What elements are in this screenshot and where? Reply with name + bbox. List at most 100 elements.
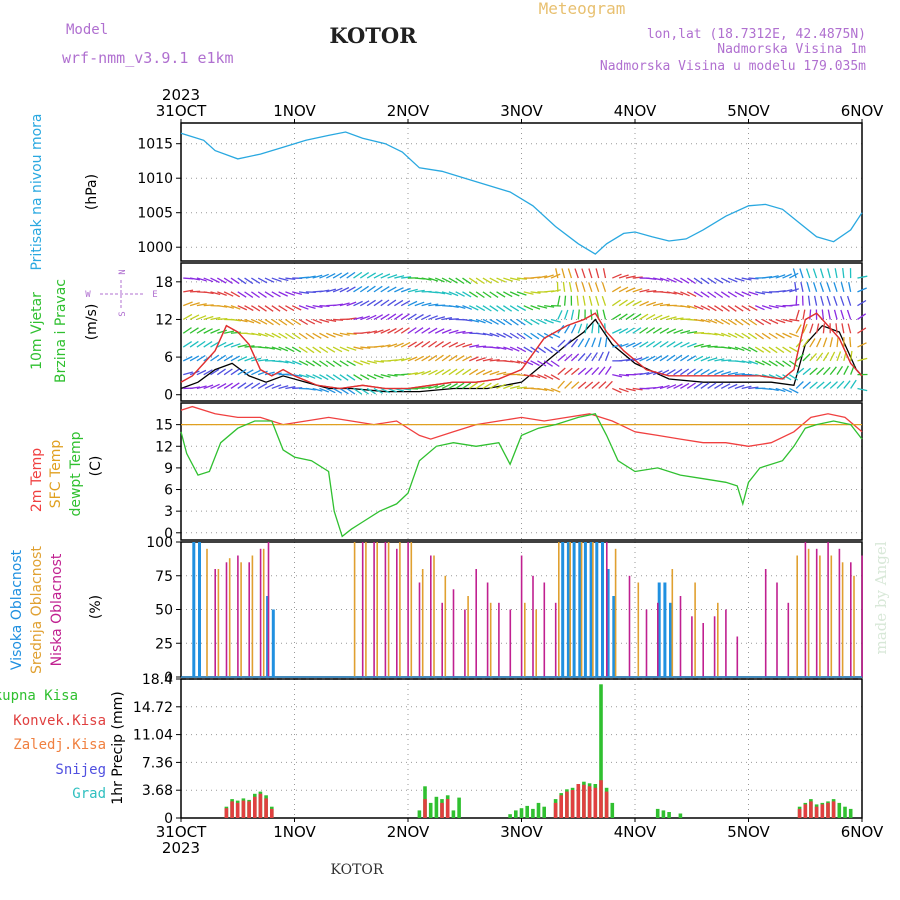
wind-arrow — [857, 342, 867, 348]
wind-arrow — [244, 277, 254, 285]
wind-arrow — [639, 356, 649, 362]
wind-arrow — [271, 305, 281, 312]
precip-total-bar — [451, 810, 456, 818]
wind-arrow — [567, 268, 573, 279]
cloud-low-bar — [452, 589, 455, 678]
wind-arrow — [557, 339, 566, 348]
wind-arrow — [462, 305, 473, 310]
wind-arrow — [400, 341, 411, 348]
wind-arrow — [693, 382, 703, 389]
wind-arrow — [741, 360, 752, 364]
wind-arrow — [435, 316, 446, 321]
wind-arrow — [339, 346, 350, 352]
wind-arrow — [857, 327, 867, 334]
wind-arrow — [496, 346, 507, 350]
wind-arrow — [482, 318, 493, 325]
wind-arrow — [298, 291, 310, 295]
wind-arrow — [230, 368, 240, 376]
wind-arrow — [339, 374, 349, 381]
wind-arrow — [346, 332, 357, 335]
wind-arrow — [604, 366, 612, 376]
wind-arrow — [441, 328, 452, 334]
wind-arrow — [414, 371, 425, 376]
wind-arrow — [645, 340, 656, 348]
wind-arrow — [312, 274, 323, 279]
y-tick-label: 6 — [164, 483, 173, 499]
wind-arrow — [809, 309, 812, 320]
wind-arrow — [813, 295, 818, 306]
wind-arrow — [223, 305, 234, 309]
wind-arrow — [666, 354, 676, 362]
wind-arrow — [353, 387, 363, 395]
wind-arrow — [693, 277, 703, 285]
wind-arrow — [244, 291, 254, 298]
wind-arrow — [707, 291, 717, 299]
wind-arrow — [639, 327, 649, 334]
compass-n: N — [118, 269, 128, 274]
wind-arrow — [305, 387, 316, 391]
cloud-low-bar — [736, 636, 739, 677]
wind-arrow — [291, 360, 302, 366]
wind-arrow — [509, 346, 520, 352]
wind-arrow — [291, 305, 302, 311]
y-tick-label: 11.04 — [133, 728, 173, 744]
wind-arrow — [305, 275, 316, 279]
wind-arrow — [264, 371, 275, 376]
wind-arrow — [768, 360, 778, 367]
wind-arrow — [782, 374, 792, 381]
precip-total-bar — [667, 812, 671, 818]
cloud-high-bar — [271, 609, 275, 677]
wind-arrow — [516, 277, 527, 280]
wind-arrow — [595, 295, 600, 306]
cloud-low-bar — [861, 555, 863, 677]
wind-arrow — [625, 313, 635, 320]
cloud-mid-bar — [592, 542, 594, 677]
wind-arrow — [434, 354, 444, 362]
wind-arrow — [523, 360, 534, 366]
wind-arrow — [792, 268, 797, 279]
wind-arrow — [257, 370, 268, 376]
top-time-label: 2NOV — [387, 102, 430, 120]
cloud-low-bar — [838, 548, 841, 678]
wind-arrow — [570, 323, 577, 334]
wind-arrow — [196, 369, 207, 376]
wind-arrow — [555, 268, 559, 279]
wind-arrow — [598, 351, 604, 362]
wind-arrow — [802, 309, 806, 320]
wind-arrow — [353, 360, 363, 366]
wind-arrow — [278, 277, 289, 282]
wind-arrow — [707, 277, 717, 285]
wind-arrow — [673, 317, 684, 321]
wind-arrow — [748, 360, 759, 365]
wind-arrow — [203, 315, 214, 321]
cloud-mid-bar — [694, 582, 696, 677]
y-tick-label: 18.4 — [142, 672, 173, 688]
wind-arrow — [285, 318, 295, 326]
wind-arrow — [714, 318, 724, 325]
wind-arrow — [251, 318, 261, 325]
wind-arrow — [693, 368, 703, 376]
y-tick-label: 25 — [155, 636, 173, 652]
wind-arrow — [394, 313, 403, 320]
wind-arrow — [278, 332, 288, 339]
wind-arrow — [720, 291, 730, 298]
wind-arrow — [360, 331, 371, 334]
wind-arrow — [285, 360, 296, 365]
wind-arrow — [448, 305, 459, 309]
precip-total-bar — [610, 802, 615, 818]
wind-unit: (m/s) — [84, 304, 100, 341]
wind-arrow — [625, 342, 636, 348]
wind-arrow — [353, 285, 363, 293]
wind-arrow — [189, 327, 199, 334]
wind-arrow — [183, 371, 194, 376]
wind-arrow — [543, 374, 554, 380]
wind-arrow — [653, 385, 664, 390]
wind-arrow — [182, 341, 193, 348]
wind-arrow — [789, 346, 799, 353]
cloud-high-bar — [606, 569, 610, 677]
precip-total-bar — [848, 808, 853, 818]
wind-arrow — [734, 346, 745, 352]
wind-arrow — [680, 342, 690, 348]
wind-arrow — [387, 313, 397, 320]
